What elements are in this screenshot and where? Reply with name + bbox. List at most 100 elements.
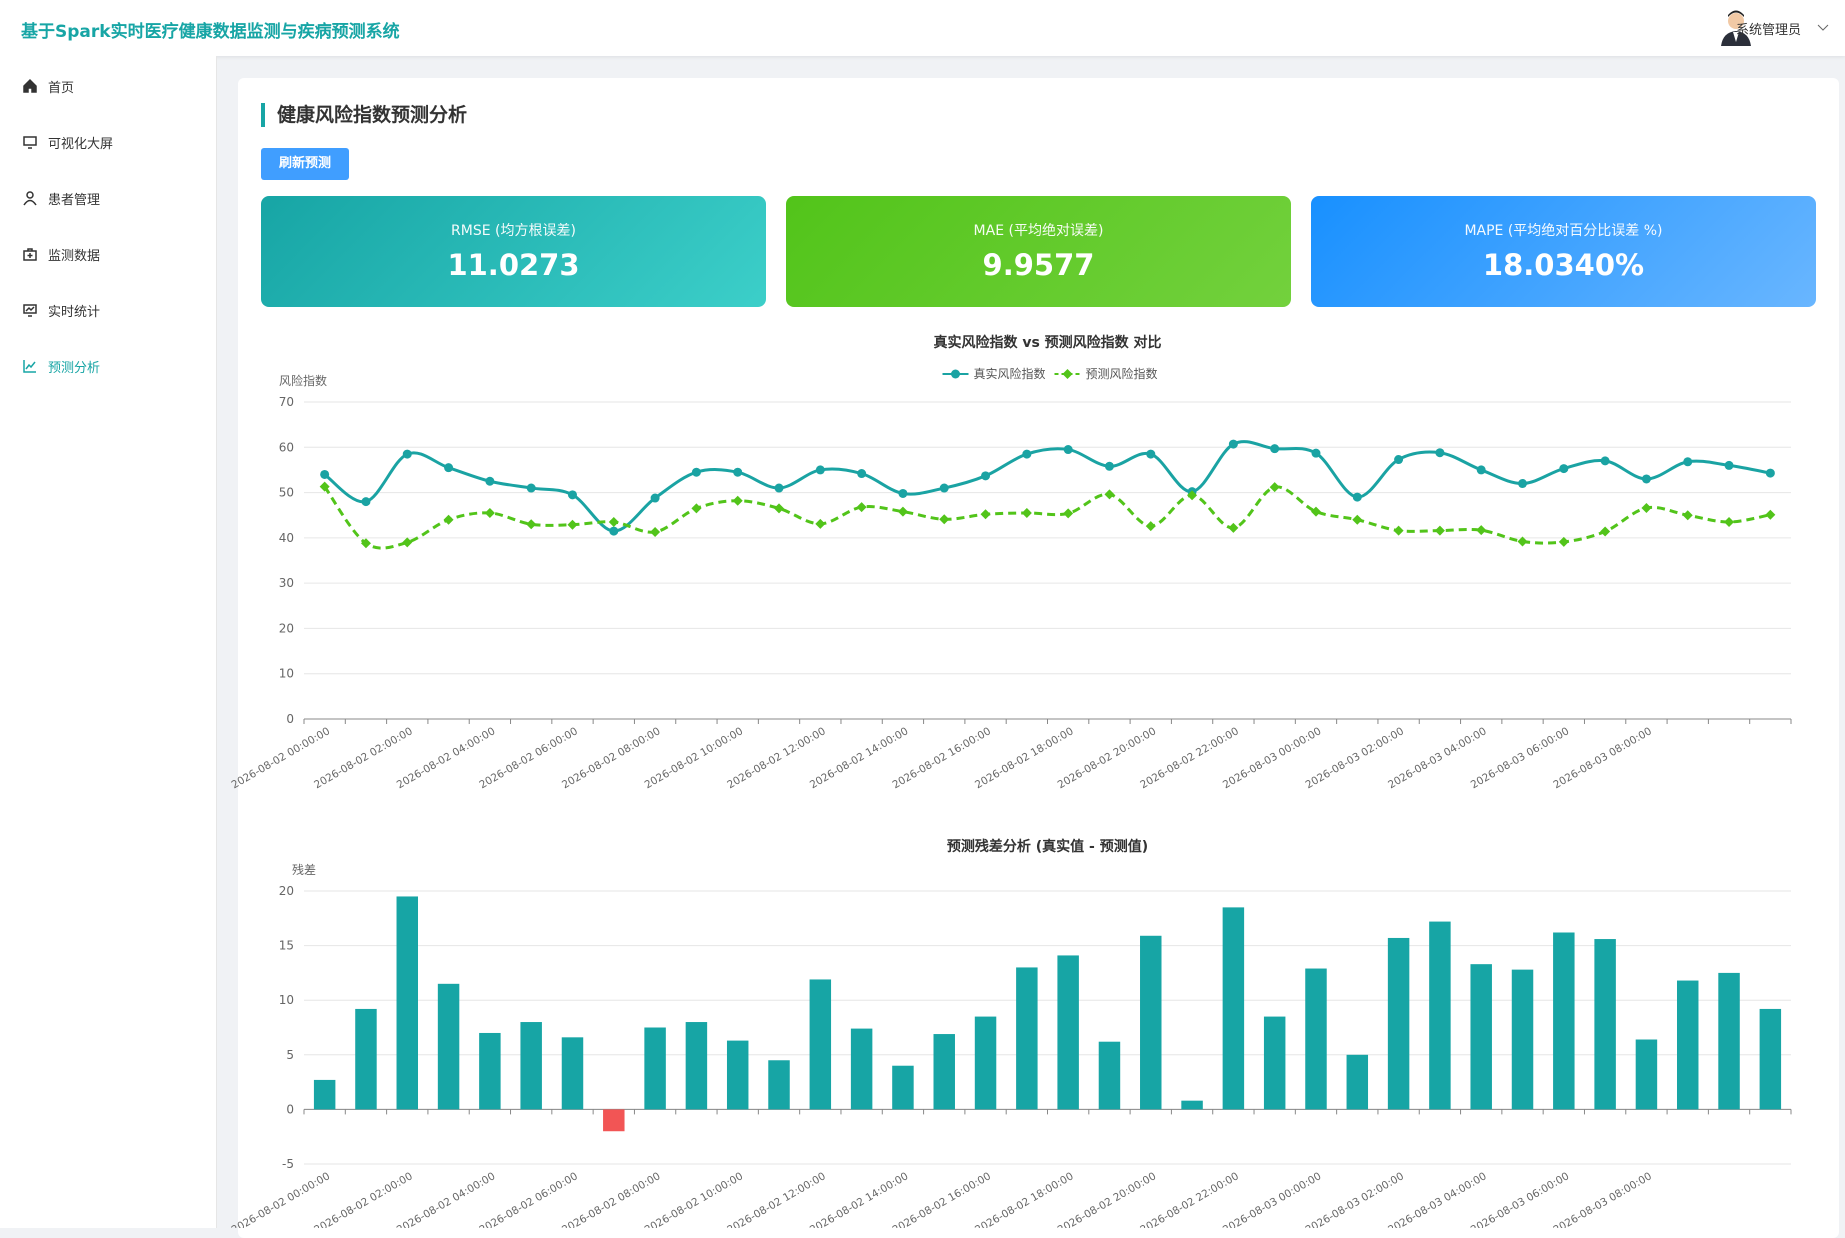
data-point: [1682, 510, 1693, 521]
data-point: [1228, 439, 1238, 449]
bar: [355, 1008, 377, 1110]
data-point: [815, 518, 826, 529]
nav-icon: [23, 191, 37, 206]
nav-item[interactable]: 可视化大屏: [22, 130, 113, 154]
data-point: [1641, 502, 1652, 513]
bar: [520, 1022, 542, 1110]
y-tick-label: 20: [279, 884, 294, 898]
nav-item[interactable]: 首页: [22, 74, 74, 98]
nav-label: 患者管理: [48, 192, 101, 208]
bar: [1470, 964, 1492, 1110]
data-point: [1269, 482, 1280, 493]
data-point: [1600, 456, 1610, 466]
data-point: [1063, 508, 1074, 519]
data-point: [402, 537, 413, 548]
data-point: [691, 503, 702, 514]
nav-icon: [23, 248, 37, 261]
data-point: [691, 467, 701, 477]
nav-icon: [23, 78, 37, 93]
header: 基于Spark实时医疗健康数据监测与疾病预测系统 系统管理员: [0, 0, 1845, 56]
bar: [437, 983, 460, 1110]
chart-title: 预测残差分析 (真实值 - 预测值): [947, 838, 1148, 855]
y-axis-name: 风险指数: [279, 373, 327, 388]
data-point: [815, 465, 825, 475]
data-point: [1311, 448, 1321, 458]
data-point: [650, 493, 660, 503]
bar: [850, 1028, 873, 1110]
nav-item[interactable]: 预测分析: [22, 354, 100, 378]
data-point: [1724, 460, 1734, 470]
legend-label: 真实风险指数: [974, 366, 1046, 381]
metric-label: RMSE (均方根误差): [451, 223, 576, 239]
bar: [1759, 1008, 1782, 1110]
nav-item[interactable]: 实时统计: [22, 298, 100, 322]
data-point: [609, 526, 619, 536]
data-point: [774, 503, 785, 514]
data-point: [1270, 444, 1280, 454]
data-point: [856, 502, 867, 513]
y-tick-label: 50: [279, 486, 294, 500]
bar: [644, 1027, 666, 1110]
data-point: [898, 488, 908, 498]
data-point: [1476, 465, 1486, 475]
data-point: [1393, 525, 1404, 536]
data-point: [361, 497, 371, 507]
data-point: [1187, 490, 1198, 501]
bar: [313, 1079, 336, 1110]
data-point: [1352, 514, 1363, 525]
bar: [1057, 955, 1079, 1110]
nav-label: 可视化大屏: [48, 136, 114, 152]
data-point: [1104, 489, 1115, 500]
bar: [933, 1034, 955, 1110]
data-point: [1104, 461, 1114, 471]
bar: [685, 1022, 708, 1110]
dropdown-arrow[interactable]: [1817, 24, 1829, 32]
y-tick-label: 5: [286, 1048, 294, 1062]
data-point: [774, 483, 784, 493]
refresh-button[interactable]: 刷新预测: [261, 148, 349, 180]
avatar: [1721, 10, 1751, 46]
bar: [561, 1037, 584, 1110]
y-axis-name: 残差: [292, 863, 316, 877]
data-point: [1476, 525, 1487, 536]
data-point: [1228, 522, 1239, 533]
series-line: [323, 440, 1771, 533]
data-point: [1765, 468, 1775, 478]
data-point: [443, 514, 454, 525]
user-name[interactable]: 系统管理员: [1735, 23, 1801, 38]
bar: [809, 979, 832, 1110]
y-tick-label: 60: [279, 440, 294, 454]
bar: [1098, 1041, 1121, 1110]
data-point: [857, 469, 867, 479]
y-tick-label: -5: [282, 1157, 294, 1171]
data-point: [897, 506, 908, 517]
series-line: [323, 485, 1771, 550]
data-point: [1022, 449, 1032, 459]
nav-item[interactable]: 患者管理: [22, 186, 100, 210]
metric-value: 18.0340%: [1482, 248, 1645, 282]
y-tick-label: 10: [279, 993, 294, 1007]
data-point: [567, 490, 577, 500]
page-title: 健康风险指数预测分析: [261, 103, 467, 127]
nav-item[interactable]: 监测数据: [22, 242, 100, 266]
data-point: [1352, 492, 1362, 502]
data-point: [939, 483, 949, 493]
chart-title: 真实风险指数 vs 预测风险指数 对比: [933, 334, 1161, 351]
metric-label: MAE (平均绝对误差): [973, 223, 1104, 239]
data-point: [485, 476, 495, 486]
data-point: [402, 449, 412, 459]
bar: [1718, 972, 1740, 1110]
data-point: [1518, 479, 1528, 489]
y-tick-label: 15: [279, 939, 294, 953]
data-point: [1063, 445, 1073, 455]
data-point: [1765, 509, 1776, 520]
bar: [396, 896, 419, 1110]
bar: [1016, 967, 1038, 1110]
legend-label: 预测风险指数: [1086, 366, 1158, 381]
y-tick-label: 10: [279, 667, 294, 681]
data-point: [526, 483, 536, 493]
data-point: [1641, 474, 1651, 484]
metric-card: MAPE (平均绝对百分比误差 %) 18.0340%: [1311, 196, 1816, 307]
